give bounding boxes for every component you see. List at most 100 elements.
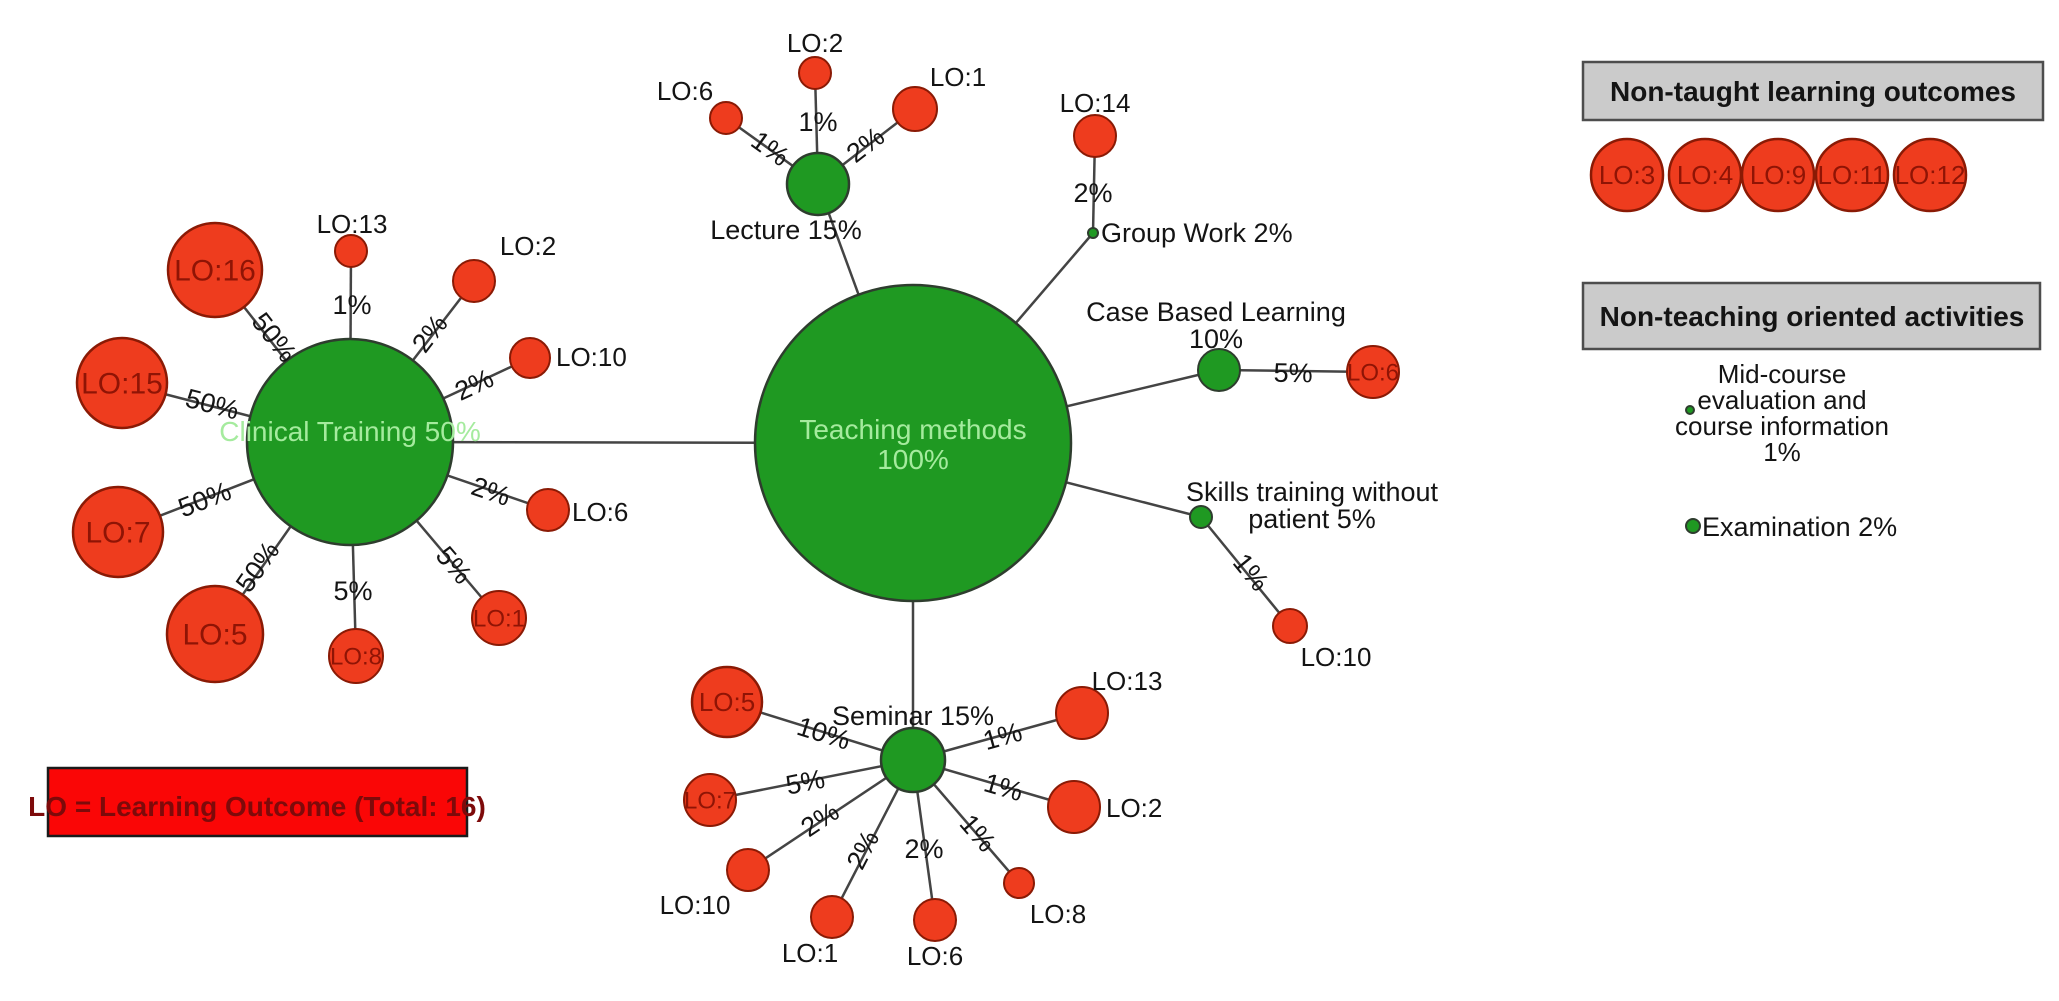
node-ct-lo8-red-circle — [328, 628, 384, 684]
node-clinical-training-green-circle — [245, 337, 455, 547]
label-skills-training-without-patient: Skills training without patient 5% — [1186, 477, 1439, 534]
edge-skills-lo10 — [1200, 516, 1291, 627]
label-sem-lo2: LO:2 — [1106, 793, 1162, 823]
node-nt-lo11-red-circle — [1814, 137, 1890, 213]
edge-label-clinical-lo6: 2% — [468, 471, 515, 512]
node-ct-lo15-red-circle — [75, 336, 169, 430]
node-sem-lo6-red-circle — [913, 898, 957, 942]
node-group-work-green-circle — [1087, 227, 1099, 239]
panel-label-non-taught-box: Non-taught learning outcomes — [1610, 76, 2016, 107]
label-cbl-lo6: LO:6 — [1347, 359, 1399, 386]
node-sem-lo8-red-circle — [1003, 867, 1035, 899]
edge-label-lecture-lo2: 1% — [798, 107, 837, 137]
label-sem-lo7: LO:7 — [684, 787, 736, 814]
label-lec-lo6: LO:6 — [657, 76, 713, 106]
edge-label-clinical-lo8: 5% — [333, 576, 372, 606]
label-sem-lo10: LO:10 — [660, 890, 731, 920]
label-case-based-learning-line-0: Case Based Learning — [1086, 297, 1346, 327]
label-nt-lo4: LO:4 — [1677, 160, 1733, 190]
label-sem-lo13: LO:13 — [1092, 666, 1163, 696]
label-teaching-methods-line-1: 100% — [877, 444, 949, 475]
edge-label-seminar-lo6: 2% — [904, 834, 943, 864]
node-sem-lo5-red-circle — [690, 665, 764, 739]
node-gw-lo14-red-circle — [1073, 114, 1117, 158]
label-nt-lo3: LO:3 — [1599, 160, 1655, 190]
node-sem-lo1-red-circle — [810, 895, 854, 939]
node-sem-lo2-red-circle — [1047, 780, 1101, 834]
label-sem-lo1: LO:1 — [782, 938, 838, 968]
node-mid-course-dot-green-circle — [1685, 405, 1695, 415]
label-ct-lo7: LO:7 — [85, 517, 150, 550]
label-clinical-training: Clinical Training 50% — [219, 416, 480, 447]
node-ct-lo10-red-circle — [509, 337, 551, 379]
node-nt-lo3-red-circle — [1589, 137, 1665, 213]
edge-label-seminar-lo7: 5% — [783, 764, 827, 801]
label-st-lo10: LO:10 — [1301, 642, 1372, 672]
edge-label-groupwork-lo14: 2% — [1073, 178, 1112, 208]
note-mid-course-note-line-0: Mid-course — [1718, 359, 1847, 389]
edge-label-clinical-lo13: 1% — [332, 290, 371, 320]
node-lec-lo1-red-circle — [892, 86, 938, 132]
edge-label-skills-lo10: 1% — [1227, 548, 1275, 597]
label-sem-lo6: LO:6 — [907, 941, 963, 971]
label-examination: Examination 2% — [1702, 512, 1897, 542]
label-case-based-learning-line-1: 10% — [1189, 324, 1243, 354]
node-cbl-lo6-red-circle — [1346, 345, 1400, 399]
edge-label-clinical-lo15: 50% — [182, 383, 242, 426]
label-ct-lo6: LO:6 — [572, 497, 628, 527]
panel-non-teaching-box — [1581, 281, 2042, 351]
note-mid-course-note-line-1: evaluation and — [1697, 385, 1866, 415]
node-ct-lo2-red-circle — [452, 259, 496, 303]
label-ct-lo15: LO:15 — [81, 368, 163, 401]
label-nt-lo12: LO:12 — [1895, 160, 1966, 190]
node-seminar-green-circle — [879, 726, 947, 794]
label-group-work: Group Work 2% — [1101, 218, 1293, 248]
panel-non-taught-box — [1581, 60, 2045, 122]
note-mid-course-note: Mid-course evaluation and course informati… — [1675, 359, 1889, 467]
label-ct-lo16: LO:16 — [174, 255, 256, 288]
node-case-based-learning-green-circle — [1197, 348, 1241, 392]
edge-label-clinical-lo7: 50% — [174, 476, 235, 524]
label-lec-lo1: LO:1 — [930, 62, 986, 92]
edge-label-cbl-lo6: 5% — [1273, 358, 1312, 388]
label-sem-lo8: LO:8 — [1030, 899, 1086, 929]
label-nt-lo11: LO:11 — [1818, 160, 1887, 190]
edge-label-seminar-lo1: 2% — [841, 826, 886, 874]
label-ct-lo2: LO:2 — [500, 231, 556, 261]
panel-lo-legend-box — [46, 766, 469, 838]
label-ct-lo1: LO:1 — [473, 605, 525, 632]
edge-label-clinical-lo1: 5% — [430, 541, 478, 590]
node-lec-lo6-red-circle — [709, 101, 743, 135]
label-ct-lo13: LO:13 — [317, 209, 388, 239]
note-mid-course-note-line-3: 1% — [1763, 437, 1801, 467]
node-ct-lo6-red-circle — [526, 488, 570, 532]
label-ct-lo8: LO:8 — [330, 643, 382, 670]
label-teaching-methods: Teaching methods 100% — [799, 414, 1026, 475]
node-nt-lo12-red-circle — [1892, 137, 1968, 213]
node-nt-lo9-red-circle — [1740, 137, 1816, 213]
node-sem-lo10-red-circle — [726, 848, 770, 892]
label-case-based-learning: Case Based Learning 10% — [1086, 297, 1346, 354]
label-skills-training-without-patient-line-0: Skills training without — [1186, 477, 1439, 507]
node-examination-green-circle — [1685, 518, 1701, 534]
note-mid-course-note-line-2: course information — [1675, 411, 1889, 441]
edge-label-lecture-lo6: 1% — [746, 125, 795, 172]
node-sem-lo13-red-circle — [1055, 686, 1109, 740]
label-gw-lo14: LO:14 — [1060, 88, 1131, 118]
label-skills-training-without-patient-line-1: patient 5% — [1248, 504, 1376, 534]
edge-label-clinical-lo10: 2% — [450, 363, 498, 407]
edge-seminar-lo7 — [709, 758, 914, 802]
edge-label-seminar-lo10: 2% — [795, 796, 844, 843]
node-ct-lo13-red-circle — [334, 234, 368, 268]
node-lec-lo2-red-circle — [798, 56, 832, 90]
label-lec-lo2: LO:2 — [787, 28, 843, 58]
node-skills-training-without-patient-green-circle — [1189, 505, 1213, 529]
node-lecture-green-circle — [785, 151, 851, 217]
node-ct-lo1-red-circle — [471, 590, 527, 646]
node-ct-lo7-red-circle — [71, 485, 165, 579]
panel-label-non-teaching-box: Non-teaching oriented activities — [1600, 301, 2025, 332]
edge-label-seminar-lo2: 1% — [981, 767, 1027, 807]
node-ct-lo5-red-circle — [165, 584, 265, 684]
